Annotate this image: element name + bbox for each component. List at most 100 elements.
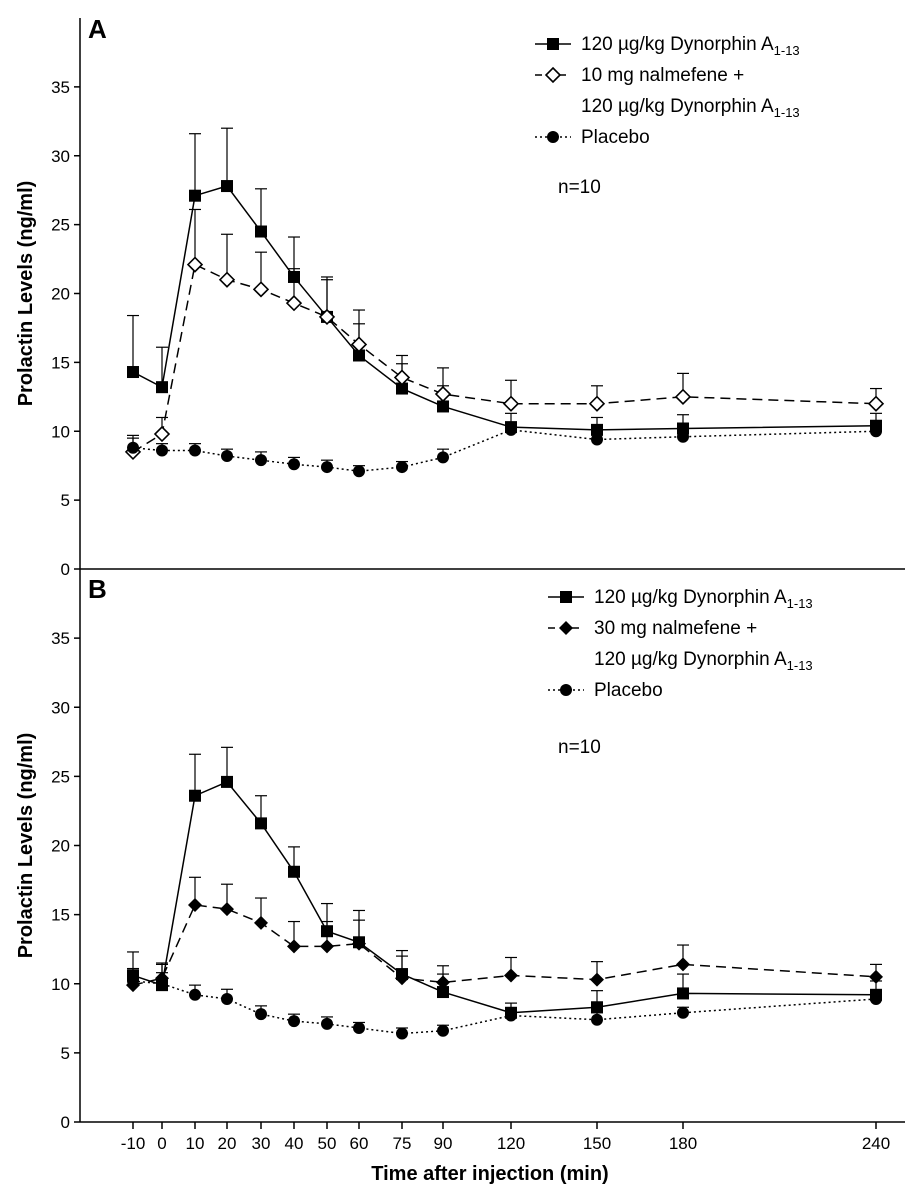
series-line	[132, 263, 877, 453]
legend-b: 120 µg/kg Dynorphin A1-13 30 mg nalmefene…	[548, 587, 813, 701]
data-point	[127, 441, 139, 454]
series-a-2	[124, 208, 885, 461]
y-tick-label-a: 25	[51, 216, 70, 235]
data-point	[437, 986, 449, 999]
x-tick-label-b: -10	[121, 1134, 146, 1153]
data-point	[677, 1006, 689, 1019]
data-point	[505, 1009, 517, 1022]
data-point	[505, 423, 517, 436]
data-point	[221, 775, 233, 788]
data-point	[353, 465, 365, 478]
x-tick-label-b: 0	[157, 1134, 166, 1153]
data-point	[189, 189, 201, 202]
x-tick-label-b: 30	[252, 1134, 271, 1153]
series-b-3	[127, 969, 882, 1040]
legend-label: 120 µg/kg Dynorphin A1-13	[581, 34, 800, 58]
data-point	[189, 789, 201, 802]
panel-a: 0 5 10 15 20 25 30 35 Prolactin Levels (ng/ml) A 1…	[15, 14, 905, 579]
legend-marker	[547, 131, 559, 143]
data-point	[677, 422, 689, 435]
data-point	[218, 271, 236, 288]
data-point	[437, 400, 449, 413]
data-point	[396, 1027, 408, 1040]
legend-label: 10 mg nalmefene +	[581, 65, 744, 86]
y-tick-label-b: 0	[61, 1113, 70, 1132]
data-point	[252, 281, 270, 298]
y-tick-label-b: 10	[51, 975, 70, 994]
series-b-1	[127, 746, 882, 1019]
data-point	[255, 1008, 267, 1021]
legend-label: 30 mg nalmefene +	[594, 618, 757, 639]
x-tick-label-b: 20	[218, 1134, 237, 1153]
x-tick-label-b: 90	[434, 1134, 453, 1153]
data-point	[186, 256, 204, 273]
y-tick-label-a: 15	[51, 353, 70, 372]
data-point	[591, 433, 603, 446]
y-axis-title-a: Prolactin Levels (ng/ml)	[15, 181, 37, 407]
data-point	[396, 382, 408, 395]
panel-letter-a: A	[88, 14, 107, 44]
x-tick-label-b: 120	[497, 1134, 525, 1153]
data-point	[321, 1017, 333, 1030]
y-tick-label-b: 25	[51, 767, 70, 786]
series-line	[132, 780, 877, 1014]
data-point	[352, 936, 366, 951]
sample-size-b: n=10	[558, 737, 601, 758]
data-point	[156, 977, 168, 990]
series-line	[132, 904, 877, 986]
data-point	[674, 388, 692, 405]
data-point	[591, 1013, 603, 1026]
data-point	[434, 385, 452, 403]
x-tick-label-b: 40	[285, 1134, 304, 1153]
y-tick-label-a: 30	[51, 147, 70, 166]
x-tick-label-b: 240	[862, 1134, 890, 1153]
x-tick-label-b: 75	[393, 1134, 412, 1153]
series-line	[132, 429, 877, 472]
legend-marker	[544, 66, 562, 84]
data-point	[504, 968, 518, 983]
y-tick-label-b: 15	[51, 906, 70, 925]
legend-marker	[560, 684, 572, 696]
y-tick-label-a: 5	[61, 491, 70, 510]
legend-a: 120 µg/kg Dynorphin A1-13 10 mg nalmefene…	[535, 34, 800, 148]
x-tick-label-b: 50	[318, 1134, 337, 1153]
data-point	[590, 972, 604, 987]
panel-b: 0 5 10 15 20 25 30 35 Prolactin Levels (ng/ml) B -…	[15, 569, 905, 1153]
data-point	[288, 1015, 300, 1028]
data-point	[867, 395, 885, 412]
data-point	[221, 992, 233, 1005]
y-tick-label-b: 30	[51, 698, 70, 717]
x-tick-label-b: 150	[583, 1134, 611, 1153]
data-point	[869, 969, 883, 984]
data-point	[437, 451, 449, 464]
data-point	[255, 225, 267, 238]
series-a-1	[127, 127, 882, 436]
legend-label: Placebo	[594, 680, 663, 701]
series-line	[132, 185, 877, 431]
data-point	[287, 939, 301, 954]
data-point	[255, 454, 267, 467]
data-point	[502, 395, 520, 412]
data-point	[870, 992, 882, 1005]
y-tick-label-b: 20	[51, 837, 70, 856]
data-point	[353, 1021, 365, 1034]
data-point	[353, 349, 365, 362]
legend-marker	[559, 621, 573, 635]
y-tick-label-a: 10	[51, 422, 70, 441]
y-tick-label-b: 35	[51, 629, 70, 648]
x-tick-label-b: 60	[350, 1134, 369, 1153]
panel-letter-b: B	[88, 574, 107, 604]
data-point	[321, 461, 333, 474]
data-point	[588, 395, 606, 412]
data-point	[189, 444, 201, 457]
y-tick-label-b: 5	[61, 1044, 70, 1063]
data-point	[285, 295, 303, 312]
data-point	[591, 1001, 603, 1014]
data-point	[677, 430, 689, 443]
data-point	[221, 180, 233, 193]
legend-marker	[547, 38, 559, 50]
legend-label: Placebo	[581, 127, 650, 148]
data-point	[436, 975, 450, 990]
data-point	[255, 817, 267, 830]
